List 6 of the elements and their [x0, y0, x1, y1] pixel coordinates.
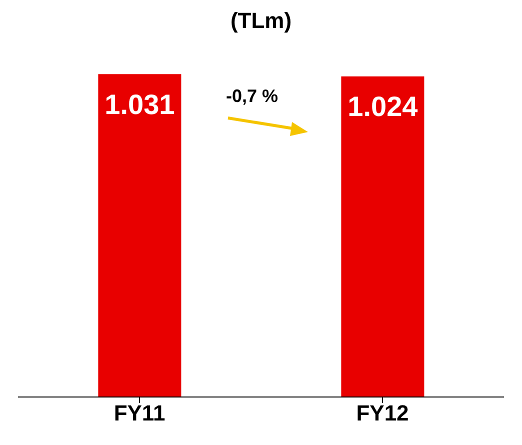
- x-tick-label: FY11: [114, 400, 166, 426]
- data-label: 1.031: [104, 89, 175, 120]
- annotation: -0,7 %: [226, 86, 278, 107]
- chart-title: (TLm): [229, 8, 293, 35]
- x-tick-label: FY12: [356, 400, 409, 426]
- data-label: 1.024: [348, 91, 418, 122]
